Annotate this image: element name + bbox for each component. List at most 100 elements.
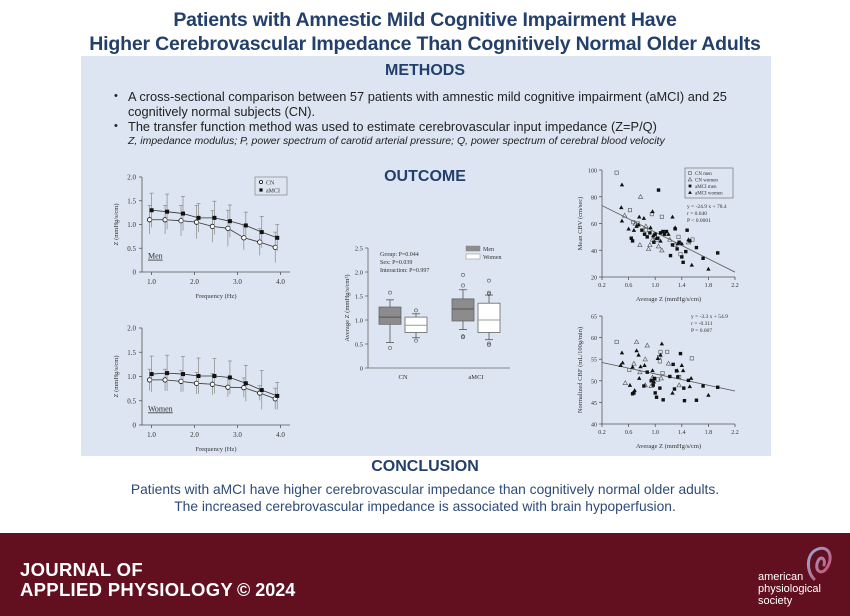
data-point-CN: [147, 217, 153, 223]
data-point-aMCI-women: [670, 214, 675, 219]
x-tick-label: 2.0: [190, 278, 199, 286]
y-tick-label: 40: [591, 423, 597, 429]
legend-label: Men: [483, 247, 494, 253]
x-tick-label: 4.0: [276, 278, 285, 286]
data-point-CN-men: [689, 356, 694, 361]
y-axis-label: Mean CBV (cm/sec): [577, 197, 584, 251]
data-point-CN-men: [614, 170, 619, 175]
x-axis-label: Frequency (Hz): [196, 446, 237, 453]
x-tick-label: 1.4: [678, 283, 686, 289]
data-point-aMCI-women: [666, 232, 671, 236]
x-tick-label: 1.0: [651, 430, 659, 436]
data-point-aMCI-men: [645, 370, 649, 374]
legend-swatch-Men: [465, 245, 481, 252]
regression-line: [601, 205, 736, 273]
society-logo-text[interactable]: american physiological society: [758, 571, 821, 607]
data-point-aMCI-women: [651, 233, 656, 238]
y-tick-label: 2.5: [355, 246, 363, 253]
legend-marker: [688, 190, 692, 194]
data-point-aMCI-men: [681, 260, 685, 264]
data-point-aMCI: [243, 381, 248, 386]
x-tick-label: 1.8: [705, 430, 713, 436]
society-line-2: physiological: [758, 583, 821, 595]
data-point-CN: [209, 381, 216, 387]
data-point-aMCI-men: [642, 232, 647, 236]
data-point-CN-women: [637, 193, 644, 199]
data-point-CN-women: [667, 236, 673, 242]
y-tick-label: 20: [591, 276, 597, 282]
data-point-aMCI-men: [716, 385, 720, 389]
data-point-CN-women: [659, 247, 665, 253]
legend-marker: [687, 176, 693, 182]
x-tick-label: 1.4: [678, 430, 686, 436]
data-point-aMCI-women: [618, 363, 623, 367]
data-point-aMCI-women: [706, 266, 711, 271]
data-point-CN: [193, 380, 200, 386]
data-point-CN-men: [660, 371, 665, 376]
regression-annotation: P = 0.007: [691, 328, 712, 334]
data-point-aMCI-men: [654, 395, 659, 399]
y-tick-label: 0: [133, 422, 137, 430]
data-point-aMCI-women: [688, 376, 694, 380]
regression-annotation: r = -0.311: [691, 321, 713, 327]
data-point-aMCI: [212, 215, 217, 220]
regression-annotation: P < 0.0001: [687, 218, 711, 224]
title-line-2: Higher Cerebrovascular Impedance Than Co…: [89, 33, 761, 55]
data-point-aMCI-women: [636, 352, 641, 357]
x-tick-label: 0.6: [625, 430, 633, 436]
data-point-aMCI-women: [689, 262, 694, 267]
data-point-aMCI: [165, 371, 170, 376]
outlier-point: [461, 335, 465, 340]
data-point-aMCI-women: [637, 376, 642, 380]
data-point-aMCI-women: [637, 214, 642, 219]
data-point-aMCI-men: [716, 251, 720, 255]
data-point-aMCI-men: [682, 398, 687, 403]
x-tick-label: 1.0: [147, 431, 156, 439]
data-point-CN: [162, 217, 168, 223]
data-point-aMCI-women: [672, 225, 678, 230]
outcome-heading: OUTCOME: [384, 168, 466, 185]
journal-logo[interactable]: JOURNAL OF APPLIED PHYSIOLOGY: [20, 560, 233, 600]
y-tick-label: 1.5: [355, 294, 363, 301]
y-tick-label: 45: [591, 401, 597, 407]
data-point-CN-men: [614, 339, 619, 344]
data-point-aMCI-women: [641, 215, 647, 220]
data-point-aMCI-women: [619, 205, 624, 210]
y-tick-label: 1.0: [127, 221, 136, 229]
data-point-CN-women: [665, 360, 672, 366]
data-point-aMCI-men: [670, 243, 675, 247]
y-tick-label: 2.0: [127, 325, 136, 333]
x-tick-label: 1.8: [705, 283, 713, 289]
y-tick-label: 2.0: [355, 270, 363, 277]
journal-name-line-2: APPLIED PHYSIOLOGY: [20, 579, 234, 600]
data-point-aMCI-men: [675, 247, 679, 251]
outlier-point: [487, 341, 491, 346]
y-tick-label: 0: [133, 269, 137, 277]
data-point-aMCI-men: [672, 387, 677, 391]
data-point-CN: [272, 244, 278, 250]
y-axis-label: Normalized CBF (mL/100g/min): [577, 327, 584, 413]
x-tick-label: 0.2: [598, 283, 606, 289]
data-point-CN-women: [676, 382, 682, 388]
data-point-aMCI: [275, 235, 280, 240]
data-point-aMCI-women: [655, 356, 661, 361]
data-point-aMCI-women: [659, 341, 665, 346]
legend-box: [684, 167, 734, 199]
copyright-text: © 2024: [237, 580, 296, 600]
data-point-aMCI-men: [678, 351, 683, 356]
conclusion-text: Patients with aMCI have higher cerebrova…: [0, 481, 850, 515]
data-point-CN-women: [644, 342, 650, 348]
legend-marker: [259, 188, 263, 192]
legend-marker: [258, 179, 263, 184]
data-point-aMCI-women: [654, 236, 659, 240]
data-point-CN: [209, 223, 216, 230]
legend-marker: [688, 171, 692, 175]
data-point-aMCI-men: [680, 255, 684, 259]
data-point-CN-men: [657, 359, 662, 364]
data-point-aMCI-women: [634, 348, 639, 353]
outlier-point: [487, 343, 491, 347]
data-point-aMCI: [227, 219, 232, 224]
y-tick-label: 40: [591, 249, 597, 255]
data-point-aMCI-women: [670, 390, 675, 395]
x-tick-label: 1.0: [147, 278, 156, 286]
